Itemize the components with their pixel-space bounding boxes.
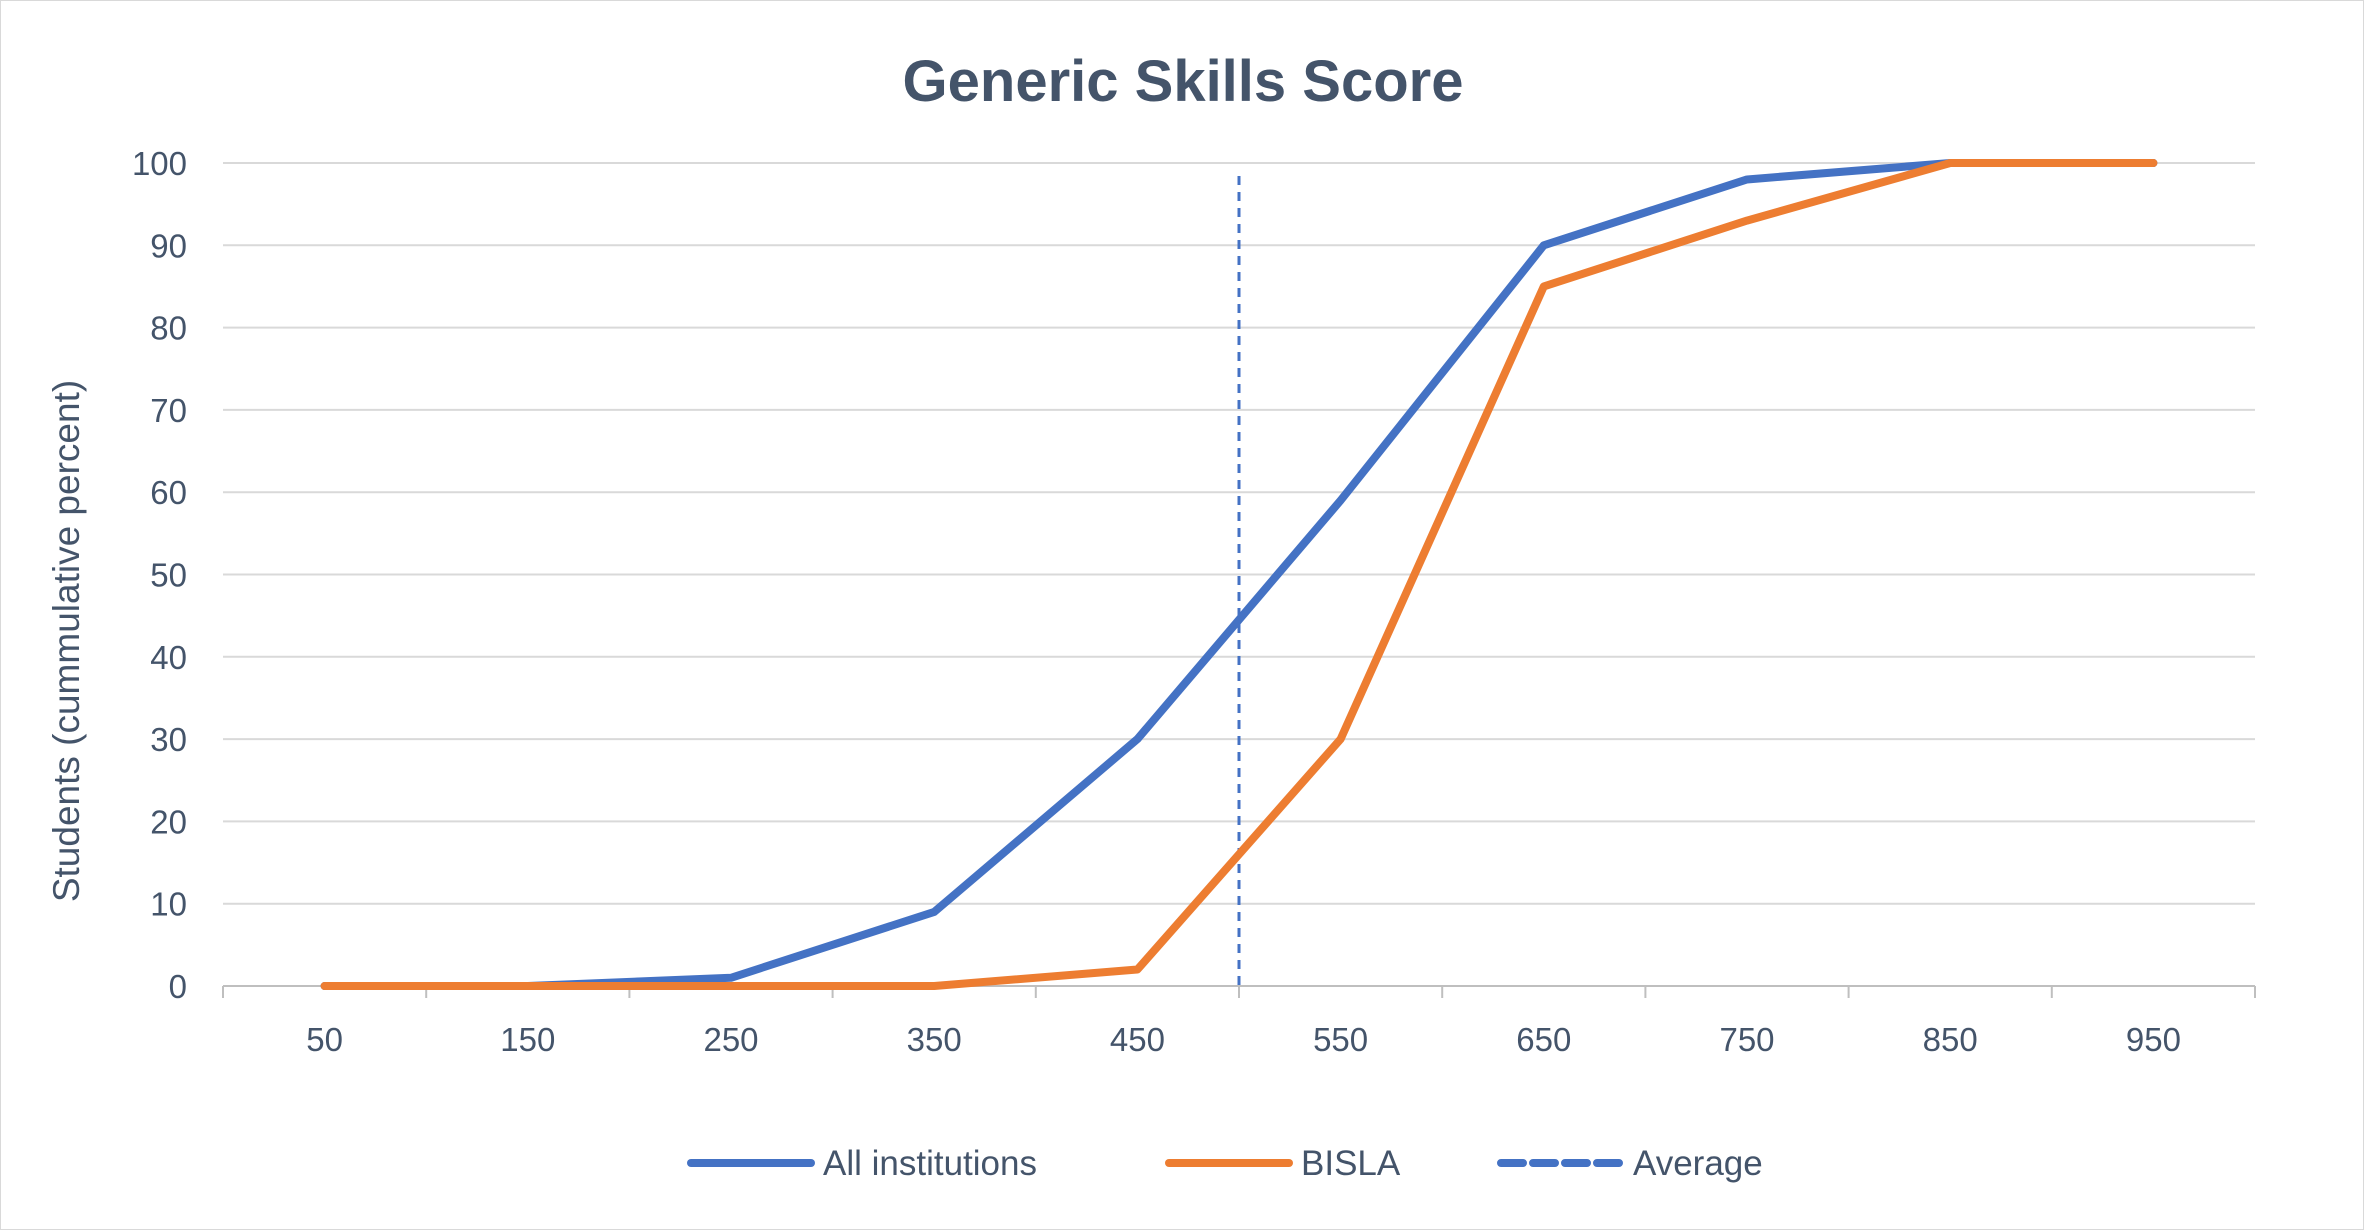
legend-label: Average <box>1633 1144 1763 1183</box>
legend-label: All institutions <box>823 1144 1037 1183</box>
x-tick-label: 850 <box>1923 1021 1978 1058</box>
x-tick-label: 750 <box>1719 1021 1774 1058</box>
y-axis-tick-labels: 0 10 20 30 40 50 60 70 80 90 100 <box>132 145 187 1005</box>
series-line-all-institutions <box>320 159 2158 990</box>
x-tick-label: 350 <box>907 1021 962 1058</box>
x-tick-label: 450 <box>1110 1021 1165 1058</box>
y-tick-label: 70 <box>150 392 187 429</box>
series-line-bisla <box>320 159 2158 990</box>
y-tick-label: 30 <box>150 721 187 758</box>
x-tick-label: 150 <box>500 1021 555 1058</box>
x-tick-label: 250 <box>703 1021 758 1058</box>
y-tick-label: 60 <box>150 474 187 511</box>
x-tick-label: 650 <box>1516 1021 1571 1058</box>
legend: All institutions BISLA Average <box>687 1144 1763 1183</box>
x-tick-label: 950 <box>2126 1021 2181 1058</box>
y-tick-label: 50 <box>150 557 187 594</box>
y-tick-label: 80 <box>150 310 187 347</box>
y-tick-label: 90 <box>150 227 187 264</box>
y-tick-label: 40 <box>150 639 187 676</box>
y-axis-title: Students (cummulative percent) <box>46 380 87 902</box>
x-tick-label: 550 <box>1313 1021 1368 1058</box>
x-axis-tick-labels: 50 150 250 350 450 550 650 750 850 950 <box>306 1021 2181 1058</box>
y-tick-label: 100 <box>132 145 187 182</box>
y-tick-label: 0 <box>169 968 187 1005</box>
chart-title: Generic Skills Score <box>903 49 1464 114</box>
series-lines <box>320 159 2158 990</box>
legend-label: BISLA <box>1301 1144 1401 1183</box>
y-tick-label: 10 <box>150 886 187 923</box>
x-tick-label: 50 <box>306 1021 343 1058</box>
y-tick-label: 20 <box>150 803 187 840</box>
